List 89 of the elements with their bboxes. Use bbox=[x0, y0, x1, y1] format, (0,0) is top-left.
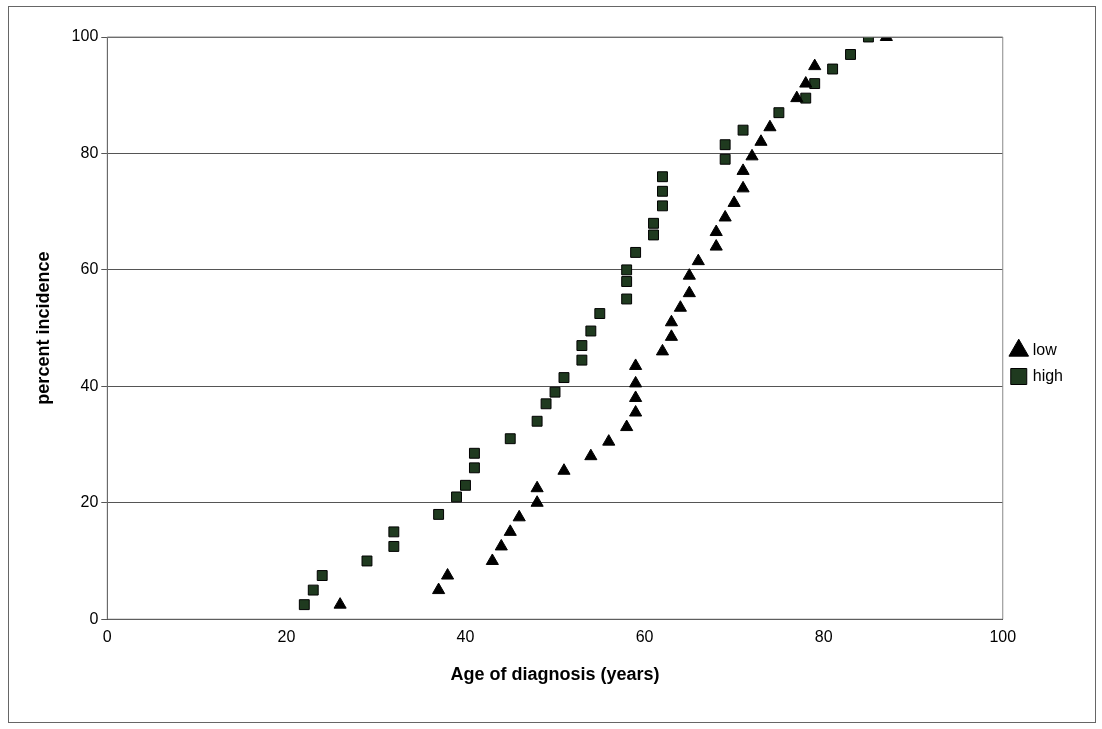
point bbox=[585, 325, 597, 337]
point bbox=[691, 253, 705, 266]
point bbox=[682, 285, 696, 298]
point bbox=[298, 599, 310, 611]
point bbox=[620, 419, 634, 432]
point bbox=[648, 229, 659, 241]
point bbox=[388, 526, 400, 538]
point bbox=[736, 163, 750, 175]
x-axis-title: Age of diagnosis (years) bbox=[450, 664, 660, 685]
point bbox=[621, 293, 633, 305]
point bbox=[673, 300, 687, 312]
point bbox=[621, 276, 633, 287]
legend-label: high bbox=[1032, 366, 1063, 384]
point bbox=[754, 134, 768, 146]
point bbox=[664, 329, 678, 341]
point bbox=[629, 358, 643, 370]
y-tick-label: 40 bbox=[80, 376, 99, 394]
point bbox=[664, 314, 678, 327]
point bbox=[763, 119, 777, 132]
point bbox=[441, 568, 455, 580]
point bbox=[576, 340, 588, 352]
point bbox=[504, 433, 516, 445]
point bbox=[719, 139, 731, 151]
point bbox=[809, 78, 821, 90]
point bbox=[799, 76, 813, 88]
point bbox=[602, 434, 616, 446]
point bbox=[594, 308, 606, 319]
point bbox=[432, 582, 446, 595]
x-tick-label: 100 bbox=[989, 628, 1017, 646]
y-tick-label: 0 bbox=[89, 609, 99, 627]
point bbox=[790, 90, 804, 103]
point bbox=[468, 447, 480, 459]
point bbox=[494, 538, 508, 551]
legend-label: low bbox=[1032, 340, 1058, 358]
point bbox=[630, 246, 642, 258]
point bbox=[584, 448, 598, 461]
x-tick-label: 60 bbox=[635, 628, 654, 646]
point bbox=[629, 390, 643, 402]
point bbox=[558, 372, 570, 384]
y-tick-label: 20 bbox=[80, 493, 99, 511]
y-tick-label: 60 bbox=[80, 260, 99, 278]
point bbox=[736, 180, 750, 193]
point bbox=[621, 264, 633, 276]
point bbox=[333, 597, 347, 609]
point bbox=[629, 405, 643, 417]
point bbox=[648, 217, 659, 229]
y-tick-label: 100 bbox=[71, 27, 99, 45]
point bbox=[827, 63, 839, 75]
point bbox=[737, 124, 749, 136]
point bbox=[655, 343, 670, 356]
point bbox=[307, 584, 319, 596]
x-tick-label: 0 bbox=[102, 628, 112, 646]
point bbox=[485, 553, 499, 565]
point bbox=[800, 92, 812, 104]
point bbox=[657, 171, 668, 183]
point bbox=[773, 107, 785, 119]
point bbox=[682, 268, 696, 280]
point bbox=[503, 524, 517, 536]
point bbox=[468, 462, 480, 474]
point bbox=[316, 570, 328, 581]
x-tick-label: 40 bbox=[456, 628, 475, 646]
point bbox=[451, 491, 462, 503]
point bbox=[709, 224, 723, 237]
point bbox=[576, 354, 588, 366]
point bbox=[718, 209, 732, 222]
y-axis-title: percent incidence bbox=[32, 251, 53, 405]
point bbox=[629, 375, 643, 388]
point bbox=[540, 398, 552, 410]
point bbox=[530, 495, 544, 507]
point bbox=[512, 509, 526, 522]
y-tick-label: 80 bbox=[80, 143, 99, 161]
point bbox=[745, 148, 759, 161]
point bbox=[530, 480, 544, 493]
point bbox=[727, 195, 741, 207]
point bbox=[388, 540, 400, 552]
point bbox=[657, 185, 668, 197]
point bbox=[845, 49, 856, 60]
point bbox=[531, 415, 543, 427]
point bbox=[657, 200, 668, 212]
point bbox=[719, 153, 731, 165]
point bbox=[808, 58, 822, 71]
x-tick-label: 20 bbox=[277, 628, 296, 646]
point bbox=[557, 463, 571, 475]
point bbox=[460, 479, 471, 491]
point bbox=[433, 508, 445, 520]
point bbox=[549, 386, 561, 398]
x-tick-label: 80 bbox=[814, 628, 833, 646]
point bbox=[361, 555, 373, 567]
point bbox=[709, 239, 723, 251]
